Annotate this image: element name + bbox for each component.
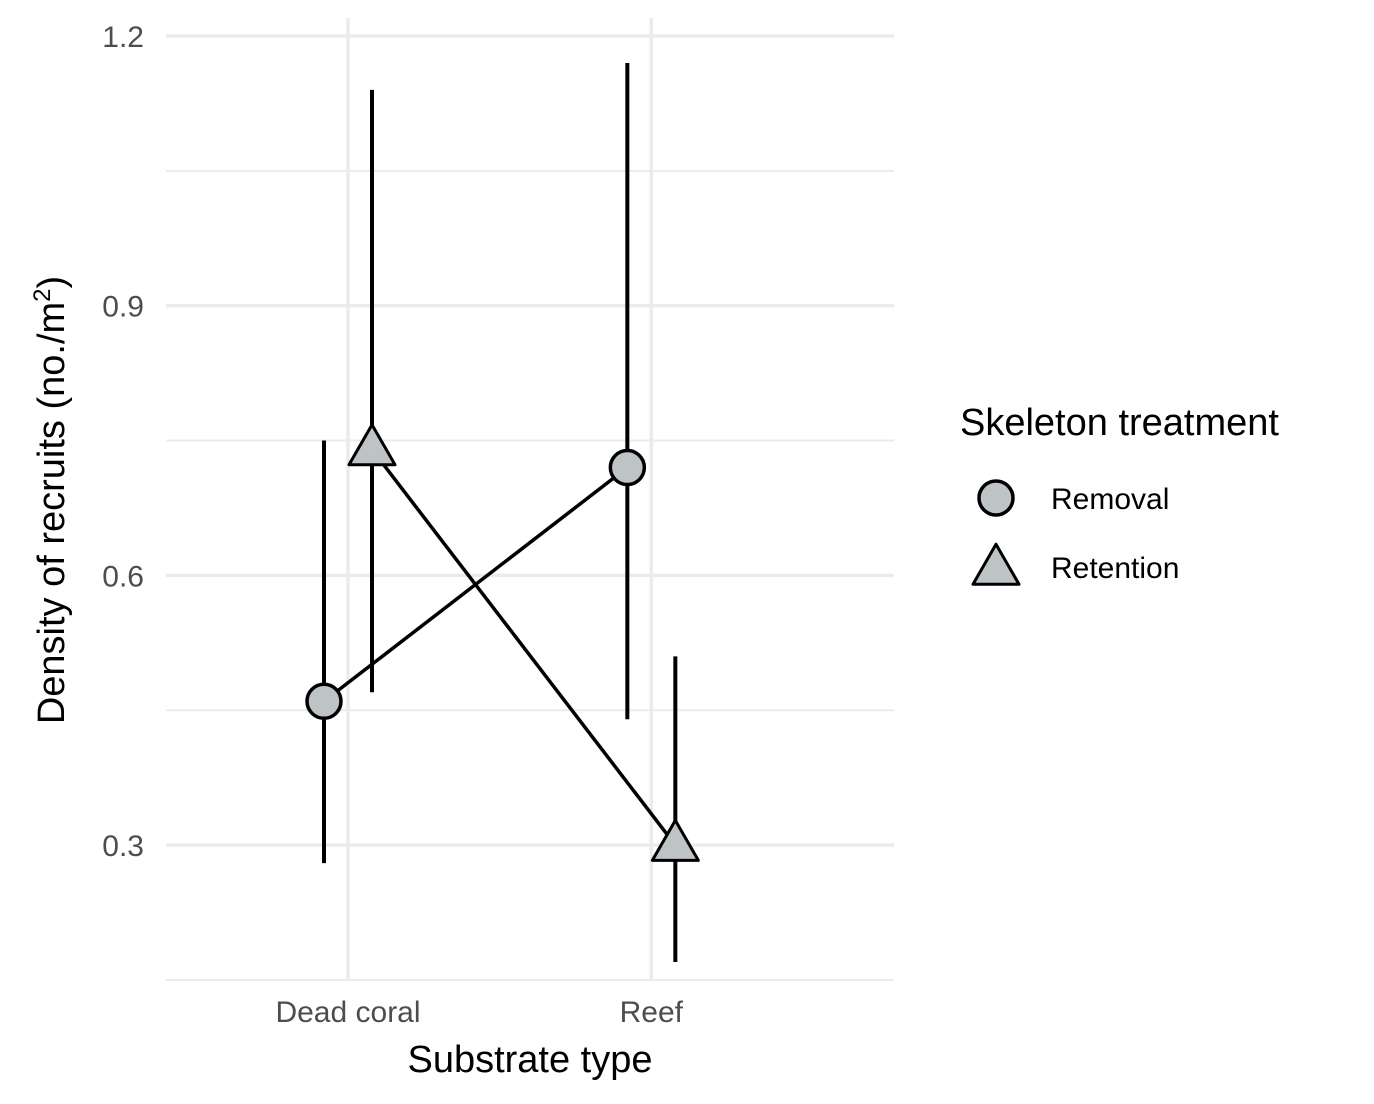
data-marks	[305, 62, 700, 963]
data-point-triangle	[650, 818, 700, 862]
legend: Skeleton treatment Removal Retention	[960, 402, 1279, 586]
data-point-circle	[305, 682, 343, 721]
x-tick-labels: Dead coral Reef	[275, 996, 683, 1029]
series-line-triangle	[370, 448, 677, 847]
major-gridlines	[166, 18, 894, 980]
x-axis-title: Substrate type	[407, 1039, 652, 1081]
y-axis-title-superscript: 2	[29, 288, 56, 301]
y-tick-label: 0.3	[102, 830, 144, 863]
y-axis-title-close: )	[31, 276, 73, 289]
data-point-circle	[608, 448, 647, 487]
x-tick-label: Reef	[620, 996, 684, 1029]
legend-label: Retention	[1051, 552, 1179, 585]
legend-key-triangle	[971, 542, 1021, 586]
legend-label: Removal	[1051, 483, 1169, 516]
y-tick-label: 1.2	[102, 21, 144, 54]
y-axis-title: Density of recruits (no./m2)	[29, 276, 73, 724]
y-tick-labels: 0.3 0.6 0.9 1.2	[102, 21, 144, 863]
legend-title: Skeleton treatment	[960, 402, 1279, 444]
legend-key-circle	[977, 479, 1015, 517]
x-tick-label: Dead coral	[275, 996, 420, 1029]
legend-items: Removal Retention	[971, 479, 1179, 586]
data-point-triangle	[347, 423, 397, 467]
y-tick-label: 0.6	[102, 560, 144, 593]
y-tick-label: 0.9	[102, 291, 144, 324]
minor-gridlines	[166, 169, 894, 981]
y-axis-title-text: Density of recruits (no./m	[31, 302, 73, 724]
